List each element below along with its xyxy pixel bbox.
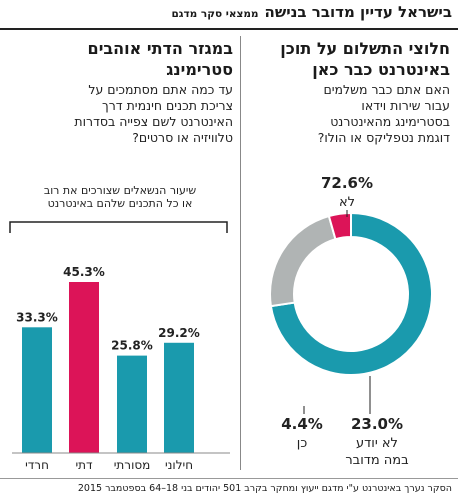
slice-name-label: לא bbox=[339, 195, 355, 210]
bar-category-label: חילוני bbox=[165, 458, 193, 472]
donut-slice bbox=[269, 214, 337, 308]
left-question-line: האינטרנט לשם צפייה בסדרות bbox=[74, 114, 233, 129]
right-question-line: דוגמת נטפליקס או הולו? bbox=[317, 130, 450, 145]
bar-chart-note: שיעור הנשאלים שצורכים את רוב או כל התכני… bbox=[10, 184, 230, 210]
right-question-line: עבור שירות וידאו bbox=[361, 98, 450, 113]
slice-value-label: 4.4% bbox=[281, 415, 323, 433]
bar bbox=[69, 282, 99, 453]
bar-value-label: 33.3% bbox=[16, 310, 58, 324]
right-title-line2: באינטרנט כבר כאן bbox=[312, 60, 450, 79]
donut-chart: 72.6% לא 23.0% לא יודע במה מדובר 4.4% כן bbox=[269, 174, 433, 468]
slice-name-label: במה מדובר bbox=[345, 453, 408, 468]
bar-category-label: חרדי bbox=[25, 458, 49, 472]
right-panel-question: האם אתם כבר משלמים עבור שירות וידאו בסטר… bbox=[230, 82, 450, 146]
left-panel-title: במגזר הדתי אוהבים סטרימינג bbox=[8, 38, 233, 80]
bar-value-label: 29.2% bbox=[158, 326, 200, 340]
bar-note-bracket bbox=[9, 221, 228, 233]
left-title-line2: סטרימינג bbox=[166, 60, 233, 79]
donut-slice bbox=[327, 211, 352, 241]
bar bbox=[164, 342, 194, 453]
right-title-line1: חלוצי התשלום על תוכן bbox=[280, 39, 450, 58]
bar-note-line: שיעור הנשאלים שצורכים את רוב bbox=[43, 184, 197, 197]
right-question-line: האם אתם כבר משלמים bbox=[323, 82, 450, 97]
bar-category-label: דתי bbox=[75, 458, 93, 472]
panel-divider bbox=[240, 36, 241, 470]
left-question-line: עד כמה אתם מסתמכים על bbox=[88, 82, 233, 97]
donut-slice bbox=[269, 211, 433, 376]
footnote: הסקר נערך באינטרנט ע"י מדגם ייעוץ ומחקר … bbox=[77, 483, 452, 494]
top-rule bbox=[0, 28, 458, 30]
bar-value-label: 45.3% bbox=[63, 265, 105, 279]
slice-value-label: 72.6% bbox=[321, 174, 373, 192]
slice-name-label: לא יודע bbox=[356, 436, 398, 451]
left-question-line: צריכת תכנים חינמית דרך bbox=[102, 98, 233, 113]
left-question-line: טלוויזיה או סרטים? bbox=[132, 130, 233, 145]
bar-note-line: או כל התכנים שלהם באינטרנט bbox=[47, 197, 193, 210]
left-panel-question: עד כמה אתם מסתמכים על צריכת תכנים חינמית… bbox=[8, 82, 233, 146]
right-question-line: בסטרימינג מהאינטרנט bbox=[330, 114, 450, 129]
page-title: בישראל עדיין מדובר בנישה bbox=[264, 3, 452, 21]
bar bbox=[117, 355, 147, 453]
page-subtitle: ממצאי סקר מדגם bbox=[171, 8, 259, 20]
bar-category-label: מסורתי bbox=[114, 458, 151, 472]
bar-value-label: 25.8% bbox=[111, 339, 153, 353]
left-title-line1: במגזר הדתי אוהבים bbox=[87, 39, 233, 58]
bar-chart: 33.3% חרדי 45.3% דתי 25.8% מסורתי 29.2% חילוני bbox=[12, 265, 230, 472]
bottom-rule bbox=[0, 478, 458, 479]
slice-name-label: כן bbox=[297, 436, 308, 451]
bar bbox=[22, 327, 52, 453]
slice-value-label: 23.0% bbox=[351, 415, 403, 433]
right-panel-title: חלוצי התשלום על תוכן באינטרנט כבר כאן bbox=[230, 38, 450, 80]
header: בישראל עדיין מדובר בנישה ממצאי סקר מדגם bbox=[0, 0, 458, 28]
